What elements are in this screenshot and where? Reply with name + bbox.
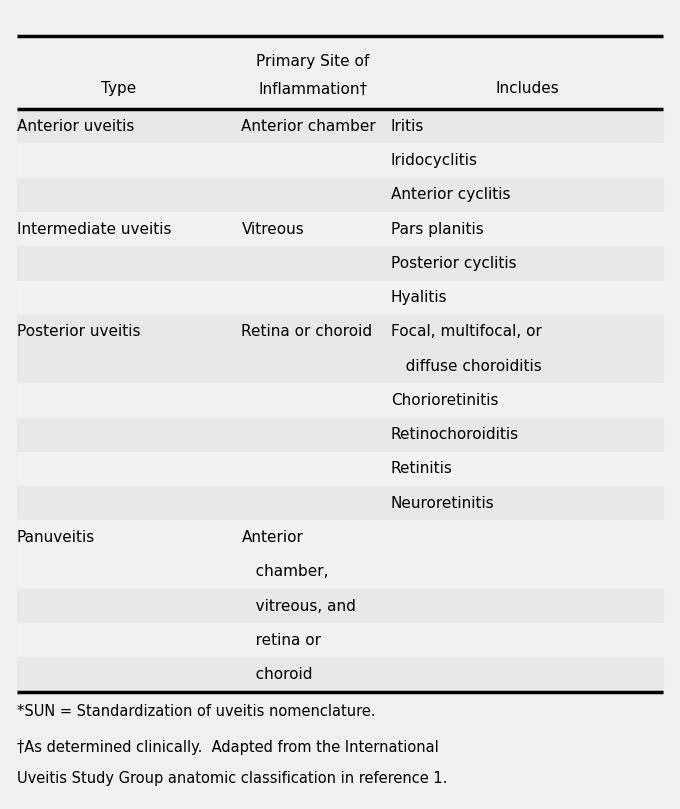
Text: Uveitis Study Group anatomic classification in reference 1.: Uveitis Study Group anatomic classificat… — [17, 771, 447, 786]
Bar — [17, 349, 663, 383]
Text: Focal, multifocal, or: Focal, multifocal, or — [391, 324, 542, 340]
Text: Pars planitis: Pars planitis — [391, 222, 483, 237]
Bar — [17, 143, 663, 178]
Bar — [17, 36, 663, 109]
Bar — [17, 589, 663, 623]
Text: Type: Type — [101, 82, 137, 96]
Text: Retinitis: Retinitis — [391, 461, 453, 477]
Bar — [17, 315, 663, 349]
Text: Anterior: Anterior — [241, 530, 303, 545]
Text: Retinochoroiditis: Retinochoroiditis — [391, 427, 519, 443]
Text: Panuveitis: Panuveitis — [17, 530, 95, 545]
Bar — [17, 109, 663, 143]
Text: Anterior cyclitis: Anterior cyclitis — [391, 188, 511, 202]
Bar — [17, 417, 663, 452]
Text: Hyalitis: Hyalitis — [391, 290, 447, 305]
Text: Posterior uveitis: Posterior uveitis — [17, 324, 141, 340]
Bar — [17, 212, 663, 246]
Text: Anterior chamber: Anterior chamber — [241, 119, 376, 133]
Bar — [17, 383, 663, 417]
Text: diffuse choroiditis: diffuse choroiditis — [391, 358, 542, 374]
Text: retina or: retina or — [241, 633, 322, 648]
Text: Anterior uveitis: Anterior uveitis — [17, 119, 135, 133]
Bar — [17, 658, 663, 692]
Text: †As determined clinically.  Adapted from the International: †As determined clinically. Adapted from … — [17, 740, 439, 756]
Text: Primary Site of: Primary Site of — [256, 54, 369, 70]
Text: Iridocyclitis: Iridocyclitis — [391, 153, 478, 168]
Bar — [17, 452, 663, 486]
Text: Includes: Includes — [495, 82, 559, 96]
Text: Vitreous: Vitreous — [241, 222, 304, 237]
Text: *SUN = Standardization of uveitis nomenclature.: *SUN = Standardization of uveitis nomenc… — [17, 704, 375, 719]
Text: Iritis: Iritis — [391, 119, 424, 133]
Bar — [17, 520, 663, 555]
Bar — [17, 246, 663, 281]
Text: Posterior cyclitis: Posterior cyclitis — [391, 256, 517, 271]
Text: Intermediate uveitis: Intermediate uveitis — [17, 222, 171, 237]
Text: choroid: choroid — [241, 667, 313, 682]
Text: Retina or choroid: Retina or choroid — [241, 324, 373, 340]
Text: Neuroretinitis: Neuroretinitis — [391, 496, 495, 510]
Bar — [17, 555, 663, 589]
Text: Chorioretinitis: Chorioretinitis — [391, 393, 498, 408]
Bar — [17, 623, 663, 658]
Bar — [17, 178, 663, 212]
Bar — [17, 486, 663, 520]
Text: vitreous, and: vitreous, and — [241, 599, 356, 613]
Text: Inflammation†: Inflammation† — [258, 82, 367, 96]
Bar — [17, 281, 663, 315]
Text: chamber,: chamber, — [241, 564, 329, 579]
